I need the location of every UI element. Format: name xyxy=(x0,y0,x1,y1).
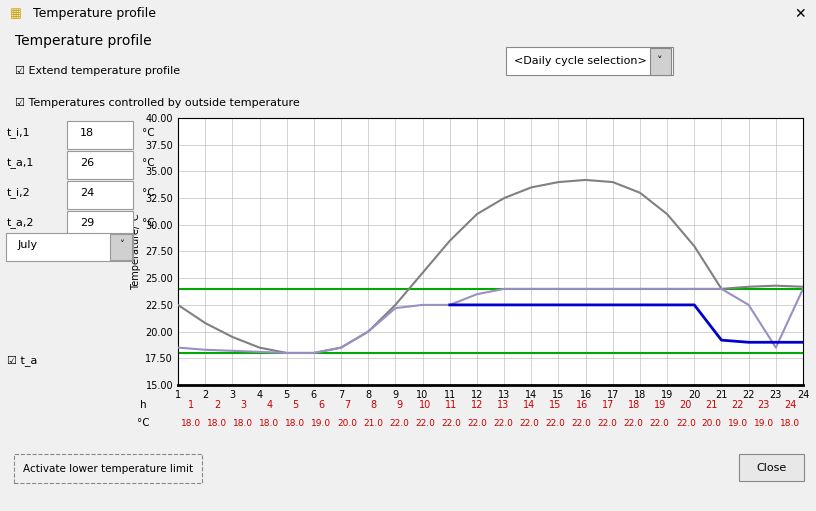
Text: 1: 1 xyxy=(188,400,194,410)
Text: 18.0: 18.0 xyxy=(780,419,800,428)
Text: 26: 26 xyxy=(80,158,94,168)
Text: 23: 23 xyxy=(758,400,770,410)
Text: 24: 24 xyxy=(80,188,95,198)
Text: 22.0: 22.0 xyxy=(572,419,592,428)
Text: 22: 22 xyxy=(732,400,744,410)
Text: 22.0: 22.0 xyxy=(389,419,410,428)
Text: 2: 2 xyxy=(214,400,220,410)
Text: 22.0: 22.0 xyxy=(676,419,696,428)
Text: 12: 12 xyxy=(472,400,484,410)
Text: 22.0: 22.0 xyxy=(468,419,487,428)
Text: 21: 21 xyxy=(706,400,718,410)
FancyBboxPatch shape xyxy=(67,151,133,179)
FancyBboxPatch shape xyxy=(506,48,673,75)
Text: Activate lower temperature limit: Activate lower temperature limit xyxy=(23,463,193,474)
Text: °C: °C xyxy=(143,158,155,168)
Text: 22.0: 22.0 xyxy=(598,419,618,428)
FancyBboxPatch shape xyxy=(7,233,133,261)
Text: °C: °C xyxy=(143,128,155,138)
Text: 19.0: 19.0 xyxy=(754,419,774,428)
Text: 7: 7 xyxy=(344,400,350,410)
Text: 5: 5 xyxy=(292,400,299,410)
Text: ▦: ▦ xyxy=(10,8,21,20)
Text: <Daily cycle selection>: <Daily cycle selection> xyxy=(514,56,647,66)
FancyBboxPatch shape xyxy=(110,234,132,260)
Text: 22.0: 22.0 xyxy=(441,419,461,428)
Y-axis label: Temperature/°C: Temperature/°C xyxy=(131,213,141,290)
Text: t_i,1: t_i,1 xyxy=(7,128,31,138)
FancyBboxPatch shape xyxy=(67,211,133,239)
Text: 18.0: 18.0 xyxy=(181,419,201,428)
FancyBboxPatch shape xyxy=(739,454,804,481)
FancyBboxPatch shape xyxy=(67,181,133,209)
Text: 29: 29 xyxy=(80,218,95,228)
FancyBboxPatch shape xyxy=(67,121,133,149)
Text: Temperature profile: Temperature profile xyxy=(15,34,151,49)
Text: 21.0: 21.0 xyxy=(363,419,384,428)
Text: 13: 13 xyxy=(498,400,510,410)
Text: °C: °C xyxy=(143,188,155,198)
Text: 18: 18 xyxy=(628,400,640,410)
FancyBboxPatch shape xyxy=(650,48,671,75)
Text: Close: Close xyxy=(756,462,787,473)
Text: 4: 4 xyxy=(266,400,273,410)
Text: ˅: ˅ xyxy=(658,56,663,66)
Text: 16: 16 xyxy=(575,400,588,410)
Text: 17: 17 xyxy=(601,400,614,410)
Text: 20: 20 xyxy=(680,400,692,410)
Text: ˅: ˅ xyxy=(118,240,123,250)
Text: 20.0: 20.0 xyxy=(337,419,357,428)
Text: 18.0: 18.0 xyxy=(285,419,305,428)
Text: 9: 9 xyxy=(397,400,402,410)
Text: 6: 6 xyxy=(318,400,324,410)
Text: 19.0: 19.0 xyxy=(311,419,331,428)
Text: 22.0: 22.0 xyxy=(623,419,644,428)
Text: 19: 19 xyxy=(654,400,666,410)
Text: 10: 10 xyxy=(419,400,432,410)
Text: h: h xyxy=(140,400,146,410)
Text: 22.0: 22.0 xyxy=(650,419,670,428)
Text: 8: 8 xyxy=(370,400,376,410)
Text: °C: °C xyxy=(143,218,155,228)
Text: 22.0: 22.0 xyxy=(415,419,435,428)
FancyBboxPatch shape xyxy=(14,454,202,482)
Text: t_a,1: t_a,1 xyxy=(7,157,34,169)
Text: ☑ t_a: ☑ t_a xyxy=(7,356,38,366)
Text: 18.0: 18.0 xyxy=(207,419,227,428)
Text: 14: 14 xyxy=(523,400,535,410)
Text: 18: 18 xyxy=(80,128,94,138)
Text: July: July xyxy=(18,240,38,250)
Text: 22.0: 22.0 xyxy=(546,419,565,428)
Text: t_i,2: t_i,2 xyxy=(7,188,31,198)
Text: 11: 11 xyxy=(446,400,458,410)
Text: Temperature profile: Temperature profile xyxy=(33,8,156,20)
Text: 18.0: 18.0 xyxy=(259,419,279,428)
Text: 19.0: 19.0 xyxy=(728,419,748,428)
Text: ☑ Temperatures controlled by outside temperature: ☑ Temperatures controlled by outside tem… xyxy=(15,98,299,108)
Text: 22.0: 22.0 xyxy=(520,419,539,428)
Text: 18.0: 18.0 xyxy=(233,419,253,428)
Text: t_a,2: t_a,2 xyxy=(7,218,34,228)
Text: 15: 15 xyxy=(549,400,561,410)
Text: ✕: ✕ xyxy=(795,7,806,21)
Text: 3: 3 xyxy=(240,400,246,410)
Text: °C: °C xyxy=(137,418,149,428)
Text: 20.0: 20.0 xyxy=(702,419,722,428)
Text: 24: 24 xyxy=(784,400,796,410)
Text: ☑ Extend temperature profile: ☑ Extend temperature profile xyxy=(15,66,180,76)
Text: 22.0: 22.0 xyxy=(494,419,513,428)
